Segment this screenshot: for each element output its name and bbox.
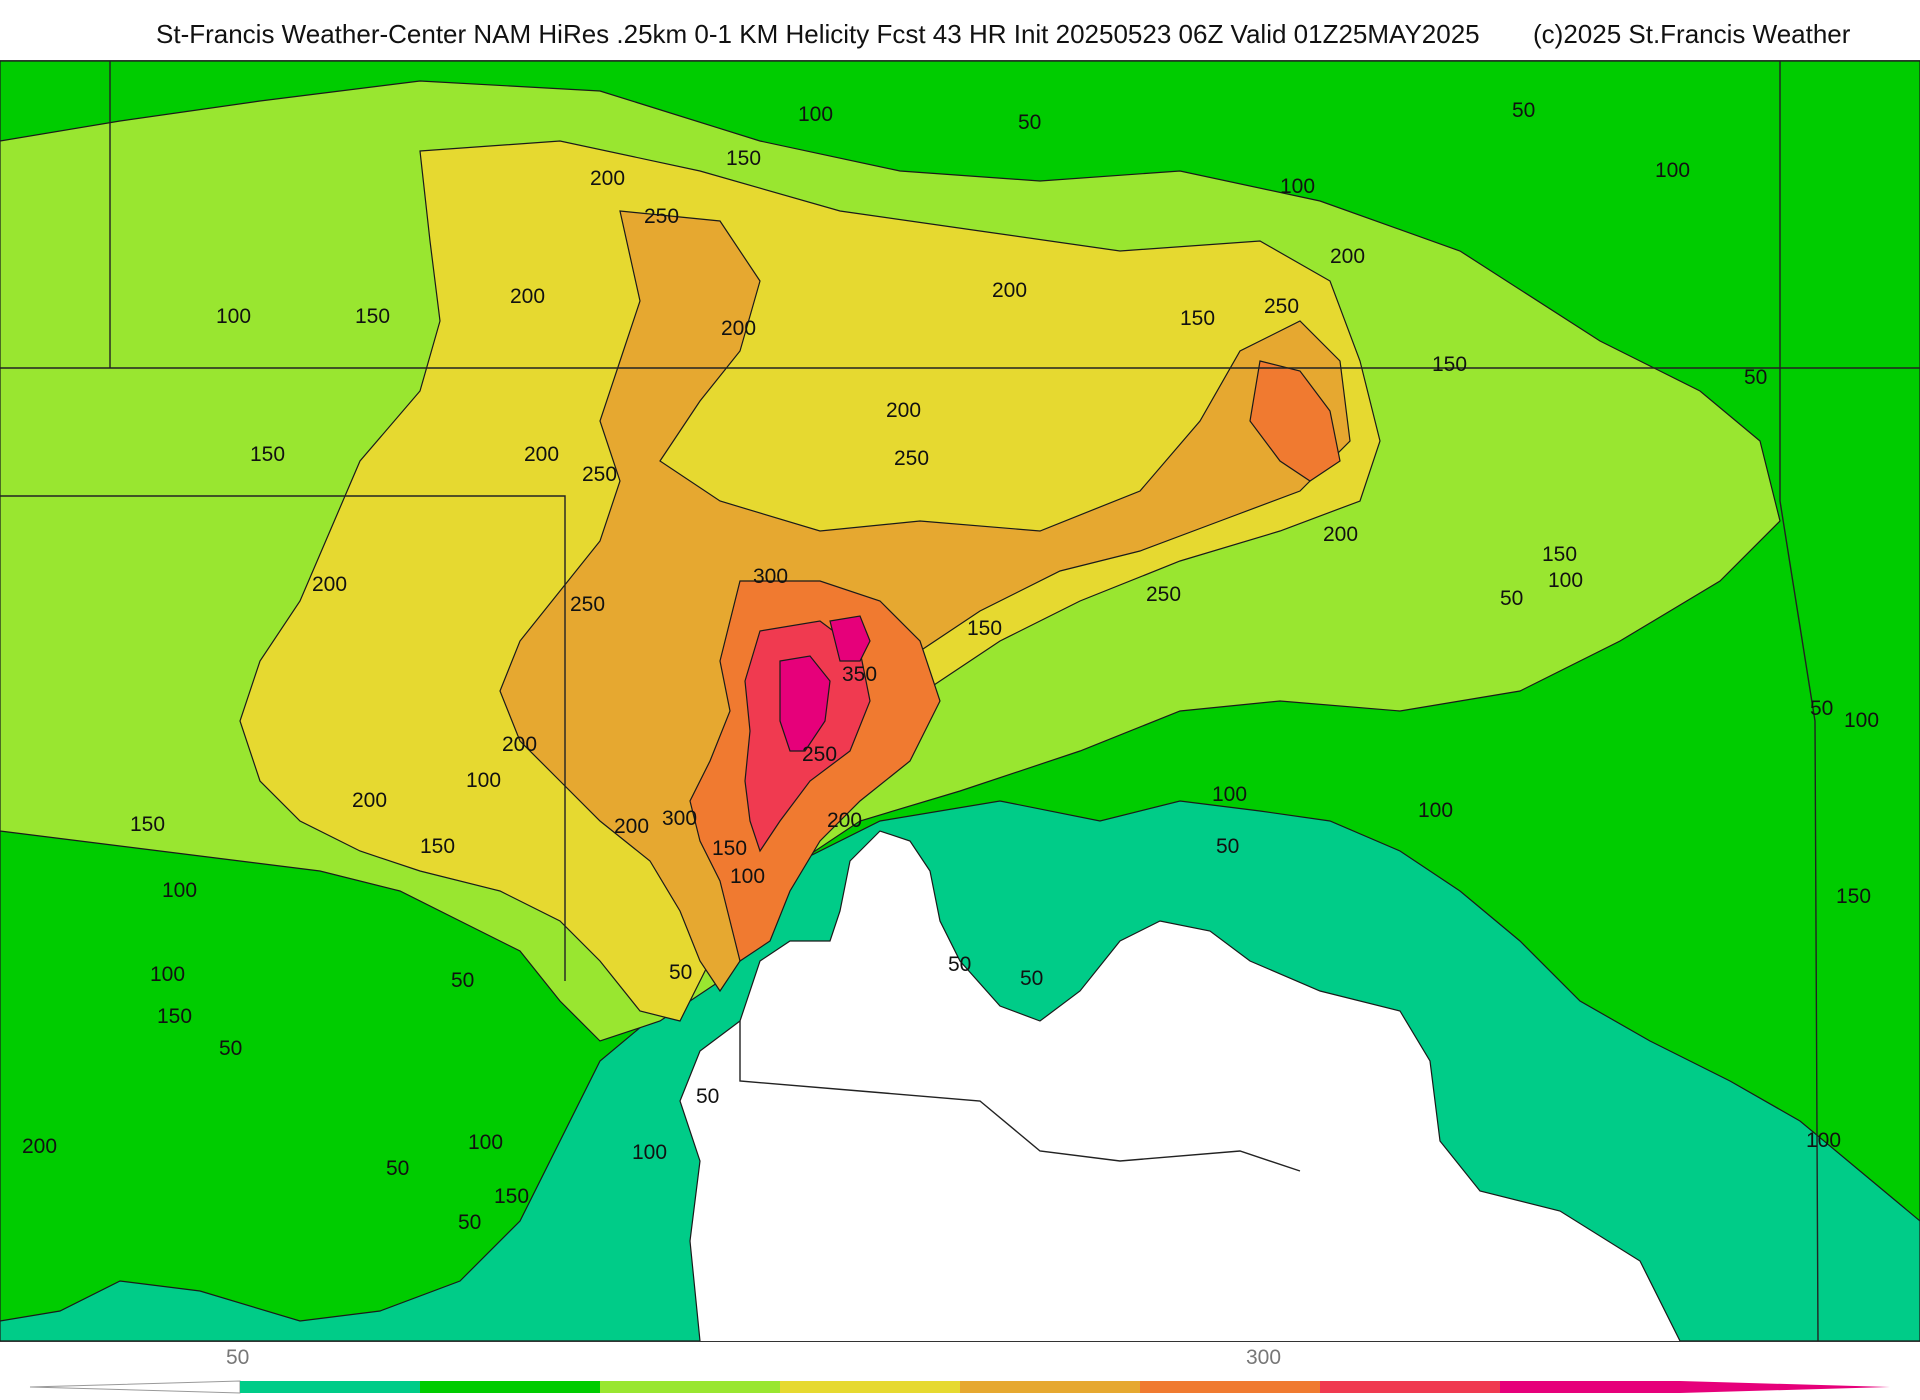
colorbar-lower-extension [29,1380,241,1394]
contour-label: 150 [494,1185,529,1208]
contour-label: 150 [355,305,390,328]
contour-label: 150 [1180,307,1215,330]
colorbar-segment [420,1381,600,1393]
contour-label: 200 [614,815,649,838]
contour-label: 100 [632,1141,667,1164]
contour-label: 200 [524,443,559,466]
colorbar-segments [240,1381,1680,1393]
contour-label: 200 [510,285,545,308]
colorbar-segment [600,1381,780,1393]
contour-label: 150 [712,837,747,860]
contour-label: 150 [726,147,761,170]
contour-label: 200 [590,167,625,190]
title-text: St-Francis Weather-Center NAM HiRes .25k… [156,19,1480,49]
contour-label: 150 [250,443,285,466]
contour-label: 250 [644,205,679,228]
contour-label: 200 [352,789,387,812]
contour-label: 50 [386,1157,409,1180]
contour-label: 100 [162,879,197,902]
contour-label: 100 [1844,709,1879,732]
contour-label: 150 [1836,885,1871,908]
political-boundaries [0,61,1920,1341]
colorbar-segment [1140,1381,1320,1393]
fill-level-300-ne [1249,360,1341,482]
state-boundary [739,1021,1301,1172]
colorbar: 50 300 [0,1340,1920,1400]
contour-label: 50 [1018,111,1041,134]
contour-label: 250 [894,447,929,470]
contour-label: 100 [1418,799,1453,822]
contour-label: 200 [886,399,921,422]
contour-label: 300 [753,565,788,588]
contour-label: 150 [1432,353,1467,376]
contour-label: 50 [669,961,692,984]
contour-label: 50 [1020,967,1043,990]
colorbar-tick-label: 50 [226,1346,250,1369]
colorbar-segment [960,1381,1140,1393]
contour-label: 200 [721,317,756,340]
contour-label: 50 [219,1037,242,1060]
contour-label: 300 [662,807,697,830]
colorbar-segment [780,1381,960,1393]
contour-label: 200 [992,279,1027,302]
colorbar-upper-extension [1680,1381,1890,1393]
contour-label: 100 [1806,1129,1841,1152]
colorbar-segment [1320,1381,1500,1393]
contour-label: 100 [730,865,765,888]
contour-labels: 100 50 50 150 100 100 200 250 200 100 15… [22,99,1879,1234]
helicity-map: 100 50 50 150 100 100 200 250 200 100 15… [0,60,1920,1342]
contour-label: 250 [570,593,605,616]
contour-label: 200 [1330,245,1365,268]
contour-label: 100 [798,103,833,126]
contour-label: 200 [22,1135,57,1158]
contour-label: 250 [582,463,617,486]
colorbar-segment [1500,1381,1680,1393]
colorbar-tick-label: 300 [1246,1346,1282,1369]
contour-label: 150 [420,835,455,858]
contour-label: 50 [1810,697,1833,720]
contour-label: 250 [1146,583,1181,606]
contour-label: 150 [157,1005,192,1028]
contour-label: 350 [842,663,877,686]
contour-label: 200 [502,733,537,756]
contour-label: 150 [1542,543,1577,566]
contour-label: 250 [1264,295,1299,318]
fill-level-400 [779,655,831,752]
contour-label: 50 [451,969,474,992]
contour-label: 50 [1500,587,1523,610]
contour-label: 200 [827,809,862,832]
copyright-text: (c)2025 St.Francis Weather [1533,19,1851,49]
contour-label: 100 [466,769,501,792]
contour-label: 250 [802,743,837,766]
colorbar-bar [29,1380,1890,1394]
contour-label: 50 [1512,99,1535,122]
contour-label: 50 [458,1211,481,1234]
contour-label: 100 [150,963,185,986]
contour-label: 200 [1323,523,1358,546]
contour-label: 50 [1744,366,1767,389]
fill-level-400-b [829,615,871,662]
contour-label: 100 [1212,783,1247,806]
contour-label: 100 [216,305,251,328]
contour-label: 100 [468,1131,503,1154]
contour-label: 200 [312,573,347,596]
contour-label: 150 [967,617,1002,640]
state-boundary [1779,61,1819,1341]
contour-label: 50 [696,1085,719,1108]
contour-label: 100 [1548,569,1583,592]
colorbar-segment [240,1381,420,1393]
chart-title: St-Francis Weather-Center NAM HiRes .25k… [0,14,1920,54]
state-boundary [0,495,566,981]
contour-label: 50 [948,953,971,976]
contour-label: 100 [1655,159,1690,182]
contour-label: 50 [1216,835,1239,858]
contour-label: 150 [130,813,165,836]
contour-label: 100 [1280,175,1315,198]
